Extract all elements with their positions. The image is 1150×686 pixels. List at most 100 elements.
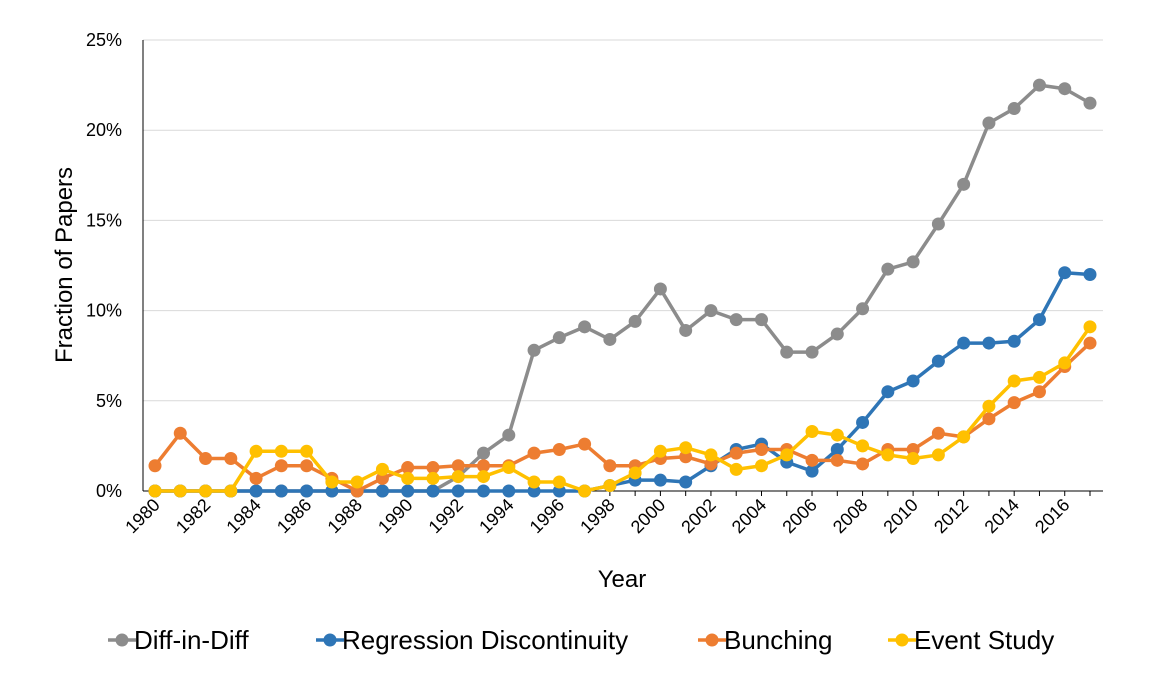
data-point (1032, 313, 1046, 327)
data-point (830, 428, 844, 442)
data-point (401, 484, 415, 498)
data-point (502, 461, 516, 475)
data-point (830, 453, 844, 467)
legend-label: Diff-in-Diff (134, 625, 249, 655)
data-point (300, 459, 314, 473)
data-point (224, 452, 238, 466)
series-line (155, 83, 1091, 493)
data-point (1007, 374, 1021, 388)
data-point (1007, 102, 1021, 116)
series-line (153, 341, 1092, 493)
data-point (502, 484, 516, 498)
data-point (653, 473, 667, 487)
data-point (552, 331, 566, 345)
y-axis-title: Fraction of Papers (51, 167, 78, 363)
data-point (679, 441, 693, 455)
data-point (1032, 78, 1046, 92)
data-point (173, 426, 187, 440)
series-bunching (148, 336, 1097, 498)
data-point (1083, 320, 1097, 334)
data-point (653, 444, 667, 458)
data-point (957, 177, 971, 191)
legend: Diff-in-Diff Regression Discontinuity Bunc… (108, 625, 1054, 655)
x-tick-label: 2014 (981, 495, 1023, 537)
x-tick-label: 1980 (121, 495, 163, 537)
data-point (552, 475, 566, 489)
data-point (603, 459, 617, 473)
legend-label: Bunching (724, 625, 832, 655)
x-tick-label: 1998 (576, 495, 618, 537)
data-point (957, 336, 971, 350)
x-tick-label: 2010 (879, 495, 921, 537)
legend-swatch-marker (705, 633, 719, 647)
y-tick-label: 25% (86, 30, 122, 50)
legend-swatch-marker (115, 633, 129, 647)
x-tick-label: 2006 (778, 495, 820, 537)
data-point (679, 475, 693, 489)
data-point (173, 484, 187, 498)
x-tick-label: 2004 (728, 495, 770, 537)
data-point (729, 313, 743, 327)
legend-item: Diff-in-Diff (108, 625, 249, 655)
series-lines (148, 78, 1097, 498)
data-point (1032, 385, 1046, 399)
data-point (1032, 370, 1046, 384)
x-tick-label: 2012 (930, 495, 972, 537)
data-point (982, 412, 996, 426)
data-point (830, 443, 844, 457)
data-point (1083, 268, 1097, 282)
data-point (881, 385, 895, 399)
data-point (325, 475, 339, 489)
legend-label: Event Study (914, 625, 1054, 655)
data-point (426, 471, 440, 485)
x-tick-label: 2016 (1031, 495, 1073, 537)
x-tick-label: 1982 (172, 495, 214, 537)
data-point (477, 446, 491, 460)
data-point (805, 453, 819, 467)
x-tick-label: 2008 (829, 495, 871, 537)
data-point (628, 314, 642, 328)
data-point (931, 448, 945, 462)
data-point (982, 399, 996, 413)
data-point (704, 304, 718, 318)
data-point (502, 428, 516, 442)
x-tick-label: 2002 (677, 495, 719, 537)
x-tick-label: 1984 (222, 495, 264, 537)
data-point (729, 446, 743, 460)
x-tick-label: 1994 (475, 495, 517, 537)
x-tick-label: 1996 (526, 495, 568, 537)
legend-swatch-marker (323, 633, 337, 647)
data-point (451, 470, 465, 484)
data-point (1083, 96, 1097, 110)
data-point (780, 448, 794, 462)
axes (142, 40, 1103, 496)
data-point (274, 484, 288, 498)
x-axis-title: Year (598, 566, 647, 593)
legend-label: Regression Discontinuity (342, 625, 628, 655)
y-tick-label: 5% (96, 391, 122, 411)
data-point (679, 323, 693, 337)
x-tick-label: 1988 (324, 495, 366, 537)
data-point (704, 457, 718, 471)
data-point (249, 471, 263, 485)
y-tick-label: 20% (86, 120, 122, 140)
data-point (578, 484, 592, 498)
data-point (805, 464, 819, 478)
data-point (704, 448, 718, 462)
y-tick-label: 0% (96, 481, 122, 501)
data-point (754, 313, 768, 327)
data-point (1058, 266, 1072, 280)
data-point (527, 484, 541, 498)
data-point (451, 459, 465, 473)
data-point (881, 448, 895, 462)
data-point (805, 345, 819, 359)
data-point (552, 443, 566, 457)
data-point (477, 484, 491, 498)
data-point (780, 345, 794, 359)
data-point (350, 475, 364, 489)
data-point (451, 484, 465, 498)
data-point (1007, 334, 1021, 348)
data-point (249, 484, 263, 498)
